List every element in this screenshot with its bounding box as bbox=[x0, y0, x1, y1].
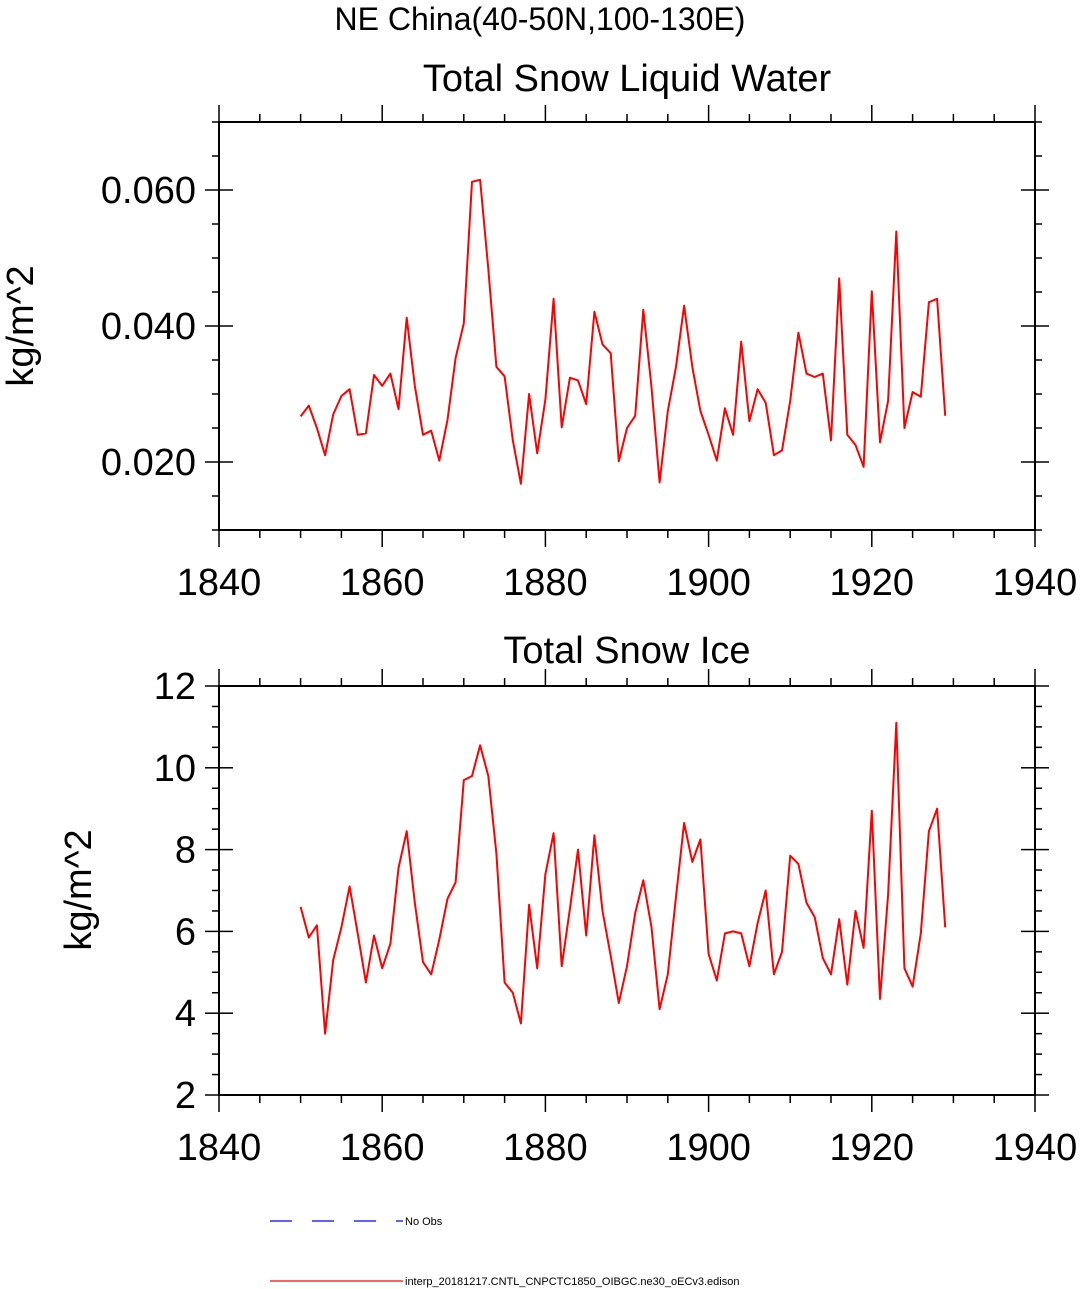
y-axis-label: kg/m^2 bbox=[58, 829, 100, 950]
y-tick-label: 0.040 bbox=[101, 306, 196, 348]
y-tick-label: 2 bbox=[175, 1075, 196, 1117]
legend-item-no-obs: No Obs bbox=[270, 1216, 443, 1228]
series-lines bbox=[299, 178, 947, 485]
y-tick-label: 10 bbox=[154, 748, 196, 790]
x-tick-label: 1940 bbox=[993, 1127, 1078, 1169]
legend-item-model: interp_20181217.CNTL_CNPCTC1850_OIBGC.ne… bbox=[270, 1276, 739, 1288]
y-tick-labels: 2 4 6 8 10 12 bbox=[154, 666, 196, 1117]
y-axis-label: kg/m^2 bbox=[0, 265, 42, 386]
x-tick-label: 1920 bbox=[830, 562, 915, 604]
x-tick-label: 1860 bbox=[340, 562, 425, 604]
main-title: NE China(40-50N,100-130E) bbox=[335, 1, 746, 37]
series-line bbox=[299, 178, 947, 485]
x-tick-label: 1880 bbox=[503, 1127, 588, 1169]
y-tick-label: 6 bbox=[175, 911, 196, 953]
y-tick-label: 0.020 bbox=[101, 442, 196, 484]
plot-frame bbox=[218, 685, 1036, 1096]
x-tick-label: 1900 bbox=[666, 562, 751, 604]
chart-title: Total Snow Ice bbox=[503, 630, 750, 672]
x-tick-labels: 1840 1860 1880 1900 1920 1940 bbox=[177, 1127, 1078, 1169]
x-tick-label: 1920 bbox=[830, 1127, 915, 1169]
y-tick-labels: 0.020 0.040 0.060 bbox=[101, 170, 196, 484]
axis-ticks bbox=[205, 669, 1049, 1112]
series-lines bbox=[299, 721, 947, 1035]
legend-label: No Obs bbox=[405, 1216, 443, 1228]
x-tick-labels: 1840 1860 1880 1900 1920 1940 bbox=[177, 562, 1078, 604]
chart-title: Total Snow Liquid Water bbox=[423, 58, 832, 100]
x-tick-label: 1860 bbox=[340, 1127, 425, 1169]
series-line bbox=[299, 721, 947, 1035]
y-tick-label: 4 bbox=[175, 993, 196, 1035]
y-tick-label: 0.060 bbox=[101, 170, 196, 212]
y-tick-label: 8 bbox=[175, 830, 196, 872]
x-tick-label: 1940 bbox=[993, 562, 1078, 604]
x-tick-label: 1880 bbox=[503, 562, 588, 604]
axis-ticks bbox=[205, 105, 1049, 547]
plot-frame bbox=[218, 121, 1036, 531]
chart-panel-liquid-water: Total Snow Liquid Water kg/m^2 1840 1860 1… bbox=[0, 58, 1077, 604]
chart-panel-snow-ice: Total Snow Ice kg/m^2 1840 1860 1880 1900 19… bbox=[58, 630, 1077, 1169]
legend: No Obs interp_20181217.CNTL_CNPCTC1850_O… bbox=[270, 1216, 739, 1288]
x-tick-label: 1840 bbox=[177, 1127, 262, 1169]
y-tick-label: 12 bbox=[154, 666, 196, 708]
legend-label: interp_20181217.CNTL_CNPCTC1850_OIBGC.ne… bbox=[405, 1276, 739, 1288]
x-tick-label: 1840 bbox=[177, 562, 262, 604]
x-tick-label: 1900 bbox=[666, 1127, 751, 1169]
